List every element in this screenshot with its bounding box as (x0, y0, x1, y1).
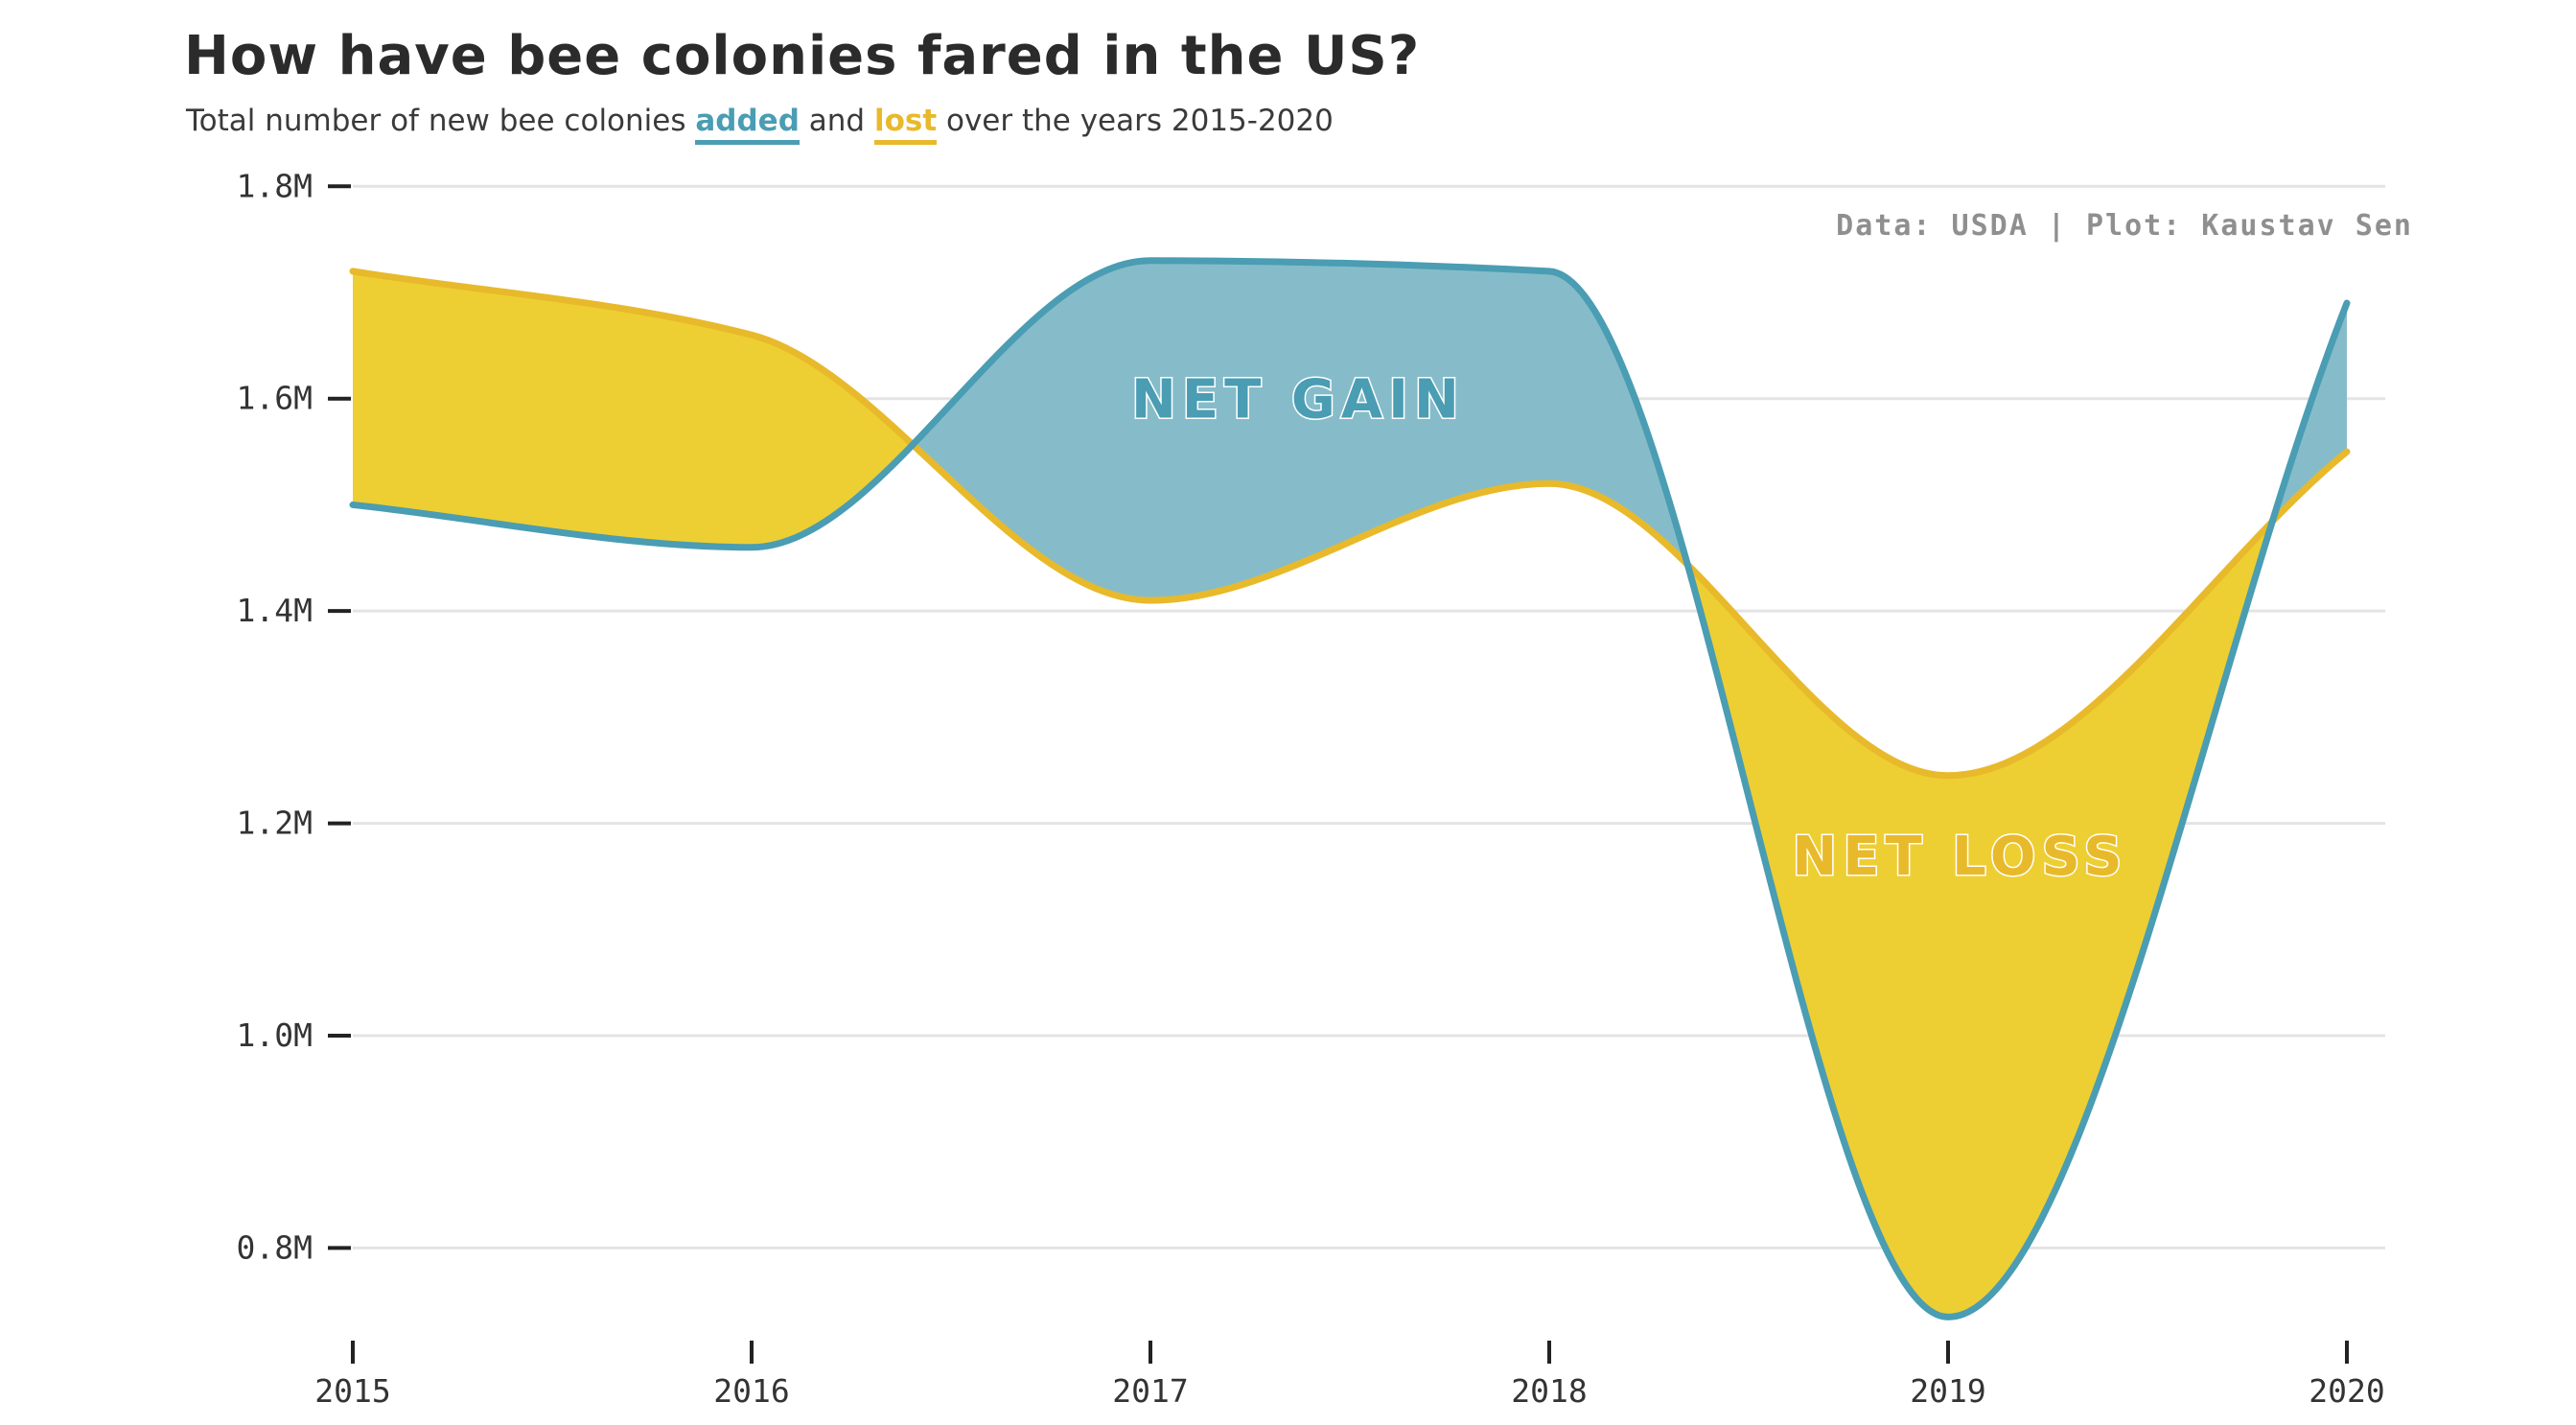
y-tick-label: 0.8M (237, 1228, 313, 1266)
chart-subtitle: Total number of new bee colonies added a… (186, 104, 1334, 145)
subtitle-prefix: Total number of new bee colonies (186, 104, 686, 138)
axis-layer: 0.8M 1.0M 1.2M 1.4M 1.6M 1.8M 2015 2016 2017 2018… (237, 167, 2385, 1410)
chart-caption: Data: USDA | Plot: Kaustav Sen (1836, 209, 2413, 243)
net-loss-area (353, 260, 2347, 1318)
lost-series-line (349, 268, 2351, 780)
x-tick-label: 2020 (2309, 1372, 2384, 1410)
area-layer (353, 260, 2347, 1318)
x-tick-label: 2015 (314, 1372, 390, 1410)
x-tick-label: 2017 (1112, 1372, 1188, 1410)
line-layer (349, 257, 2351, 1320)
subtitle-added-highlight: added (695, 104, 800, 145)
label-layer: NET GAIN NET LOSS (1130, 367, 2127, 889)
subtitle-lost-highlight: lost (873, 104, 938, 145)
net-gain-label: NET GAIN (1131, 369, 1465, 432)
added-series-line (349, 257, 2351, 1320)
y-tick-label: 1.8M (237, 167, 313, 204)
y-tick-label: 1.2M (237, 805, 313, 842)
subtitle-and: and (808, 104, 866, 138)
x-tick-label: 2016 (713, 1372, 789, 1410)
subtitle-suffix: over the years 2015-2020 (946, 104, 1334, 138)
y-tick-label: 1.4M (237, 592, 313, 629)
chart-title: How have bee colonies fared in the US? (184, 25, 1421, 87)
x-tick-label: 2018 (1511, 1372, 1587, 1410)
x-tick-label: 2019 (1910, 1372, 1985, 1410)
y-tick-label: 1.0M (237, 1016, 313, 1054)
y-tick-label: 1.6M (237, 380, 313, 417)
net-loss-label: NET LOSS (1792, 826, 2127, 888)
